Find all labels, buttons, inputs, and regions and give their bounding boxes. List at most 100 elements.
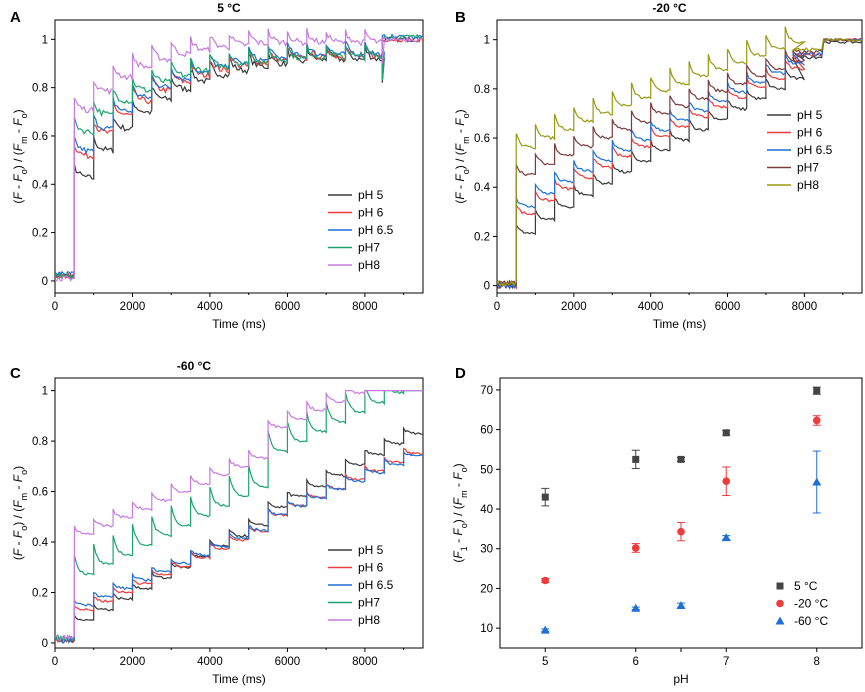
series-line: [497, 38, 862, 288]
x-tick-label: 8: [814, 656, 820, 668]
y-tick-label: 1: [484, 35, 490, 47]
x-tick-label: 6000: [275, 301, 301, 313]
x-axis-label: pH: [673, 672, 688, 686]
legend-label: pH7: [358, 241, 380, 255]
series-group: [55, 27, 423, 282]
x-tick-label: 5: [542, 656, 548, 668]
y-tick-label: 0.8: [32, 83, 48, 95]
plot-frame: [496, 19, 863, 294]
x-tick-label: 8000: [352, 301, 378, 313]
panel-C: 0 2000 4000 6000 8000 0 0.2 0.4 0.6 0.8 1 Time (ms)…: [10, 359, 424, 686]
x-tick-label: 0: [52, 656, 58, 668]
data-point-square: [722, 429, 730, 437]
legend-label: pH 6: [358, 206, 384, 220]
y-tick-label: 0.6: [474, 133, 490, 145]
x-tick-label: 4000: [197, 301, 223, 313]
y-tick-label: 0.6: [32, 131, 48, 143]
x-axis-label: Time (ms): [653, 317, 707, 331]
legend-label: pH7: [358, 596, 380, 610]
y-tick-label: 0.8: [474, 84, 490, 96]
x-tick-label: 6.5: [673, 656, 689, 668]
y-axis-label: (F - Fo) / (Fm - Fo): [11, 466, 29, 560]
data-point-triangle: [721, 533, 731, 542]
series-line: [55, 450, 423, 645]
legend-label: pH 6: [358, 561, 384, 575]
panel-B: 0 2000 4000 6000 8000 0 0.2 0.4 0.6 0.8 1 Time (ms)…: [453, 1, 863, 331]
x-tick-label: 6: [633, 656, 639, 668]
y-tick-label: 0.8: [32, 436, 48, 448]
legend-label: pH 6.5: [358, 578, 394, 592]
y-tick-label: 0.2: [32, 228, 48, 240]
y-tick-label: 10: [480, 623, 493, 635]
data-point-triangle: [631, 603, 641, 612]
legend-label: pH7: [797, 161, 819, 175]
x-tick-label: 0: [494, 301, 500, 313]
x-tick-label: 4000: [638, 301, 664, 313]
legend-label: -60 °C: [794, 614, 828, 628]
panel-D: 5 6 6.5 7 8 10 20 30 40 50 60 70 pH (F1 - Fo) / (Fm -…: [451, 365, 863, 686]
plot-frame: [54, 377, 424, 649]
y-tick-label: 20: [480, 583, 493, 595]
x-tick-label: 0: [52, 301, 58, 313]
x-tick-label: 2000: [120, 656, 146, 668]
data-point-triangle: [812, 477, 822, 486]
panel-letter: D: [455, 365, 466, 382]
y-tick-label: 1: [42, 34, 48, 46]
series-line: [497, 37, 862, 291]
legend-label: -20 °C: [794, 597, 828, 611]
data-point-circle: [631, 544, 640, 552]
x-tick-label: 7: [723, 656, 729, 668]
series-line: [55, 390, 423, 641]
legend-label: pH8: [358, 613, 380, 627]
y-axis-label: (F1 - Fo) / (Fm - Fo): [451, 463, 469, 562]
panel-title: -20 °C: [652, 1, 686, 15]
data-point-triangle: [540, 625, 550, 634]
y-tick-label: 0.2: [474, 231, 490, 243]
legend-label: pH 5: [358, 188, 384, 202]
legend-label: pH 6.5: [358, 223, 394, 237]
y-tick-label: 50: [480, 464, 493, 476]
data-point-circle: [722, 477, 731, 486]
y-tick-label: 0: [42, 638, 48, 650]
series-line: [497, 37, 862, 290]
panel-title: 5 °C: [217, 1, 241, 15]
data-point-square: [632, 455, 640, 463]
x-tick-label: 2000: [120, 301, 146, 313]
y-tick-label: 0.4: [32, 537, 49, 549]
y-tick-label: 70: [480, 385, 493, 397]
legend-label: pH 5: [358, 543, 384, 557]
y-axis-label: (F - Fo) / (Fm - Fo): [453, 109, 471, 203]
series-line: [55, 426, 423, 643]
y-axis-label: (F - Fo) / (Fm - Fo): [11, 109, 29, 203]
x-axis-label: Time (ms): [212, 672, 266, 686]
panel-title: -60 °C: [177, 359, 211, 373]
x-tick-label: 8000: [352, 656, 378, 668]
x-axis-label: Time (ms): [212, 317, 266, 331]
data-point-square: [677, 455, 685, 463]
y-tick-label: 0.2: [32, 587, 48, 599]
series-line: [55, 390, 423, 642]
legend-label: pH8: [797, 178, 819, 192]
data-point-circle: [812, 416, 821, 425]
x-tick-label: 8000: [792, 301, 818, 313]
x-tick-label: 6000: [275, 656, 301, 668]
y-tick-label: 60: [480, 425, 493, 437]
legend-label: pH 5: [797, 108, 823, 122]
panel-A: 0 2000 4000 6000 8000 0 0.2 0.4 0.6 0.8 1 Time (ms)…: [10, 1, 424, 331]
legend-label: pH 6.5: [797, 143, 833, 157]
panel-letter: A: [10, 9, 21, 26]
series-line: [497, 26, 862, 287]
legend-marker: [775, 616, 785, 625]
x-tick-label: 4000: [197, 656, 223, 668]
panel-letter: B: [455, 9, 466, 26]
y-tick-label: 0: [42, 276, 48, 288]
series-group: [55, 390, 423, 645]
y-tick-label: 0: [484, 281, 490, 293]
legend-marker: [776, 582, 784, 590]
legend-label: 5 °C: [794, 579, 818, 593]
data-point-circle: [677, 527, 685, 536]
series-line: [55, 36, 423, 281]
y-tick-label: 0.4: [32, 179, 49, 191]
panel-letter: C: [10, 365, 21, 382]
y-tick-label: 0.4: [474, 182, 491, 194]
